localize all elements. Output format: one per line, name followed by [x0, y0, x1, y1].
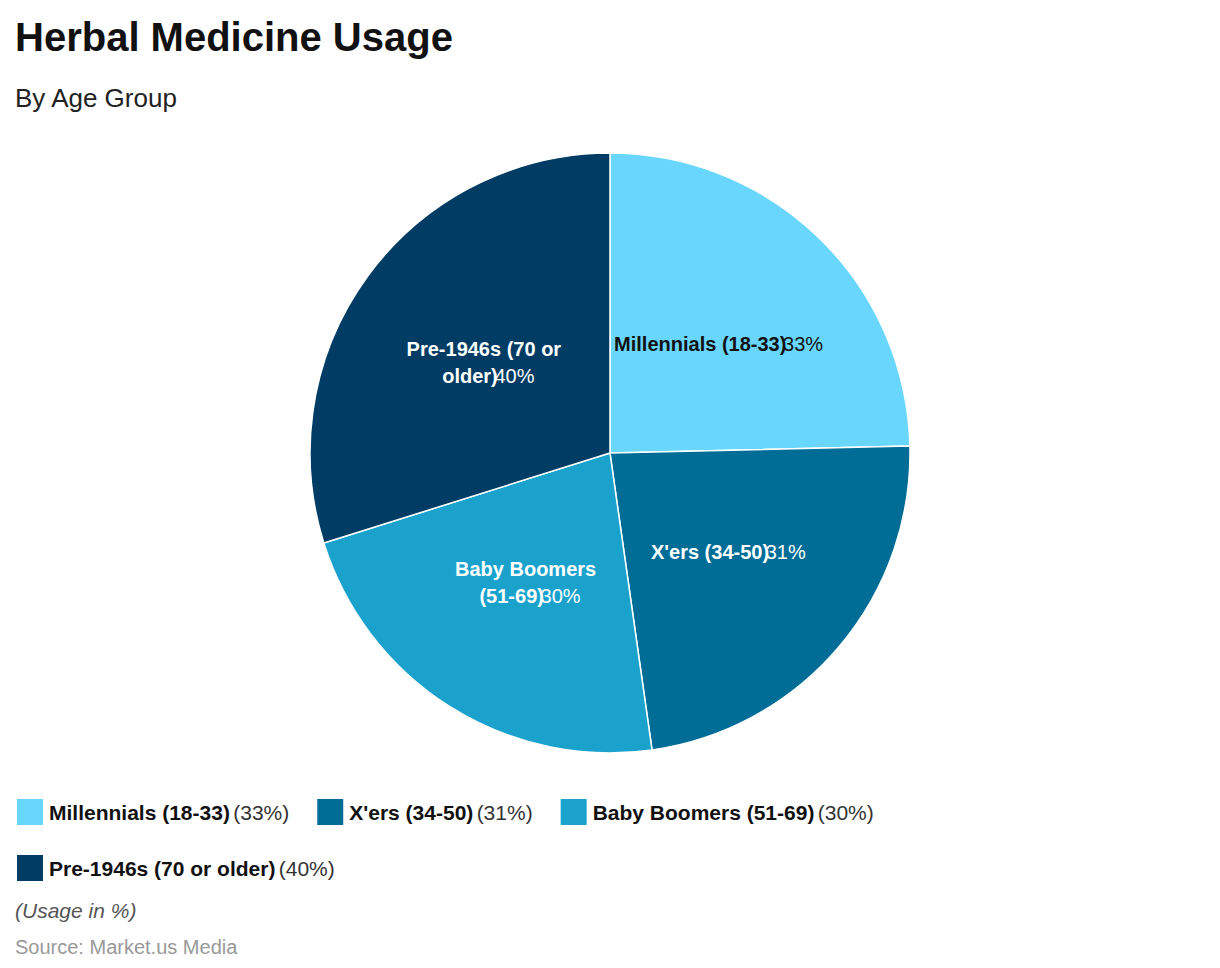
svg-text:(31%): (31%): [477, 801, 533, 824]
svg-text:(40%): (40%): [279, 857, 335, 880]
svg-text:older): older): [442, 365, 498, 387]
svg-text:X'ers (34-50): X'ers (34-50): [349, 801, 473, 824]
svg-text:Source: Market.us Media: Source: Market.us Media: [15, 936, 238, 958]
svg-text:Millennials (18-33): Millennials (18-33): [49, 801, 230, 824]
svg-text:(51-69): (51-69): [479, 585, 543, 607]
svg-text:(33%): (33%): [233, 801, 289, 824]
svg-text:X'ers (34-50): X'ers (34-50): [651, 541, 769, 563]
svg-text:40%: 40%: [494, 365, 534, 387]
svg-text:Millennials (18-33): Millennials (18-33): [614, 333, 786, 355]
svg-text:33%: 33%: [783, 333, 823, 355]
svg-text:31%: 31%: [766, 541, 806, 563]
svg-text:By Age Group: By Age Group: [15, 83, 177, 113]
svg-text:(Usage in %): (Usage in %): [15, 899, 136, 922]
svg-text:Baby Boomers (51-69): Baby Boomers (51-69): [593, 801, 815, 824]
svg-text:(30%): (30%): [818, 801, 874, 824]
svg-text:30%: 30%: [541, 585, 581, 607]
svg-text:Pre-1946s (70 or: Pre-1946s (70 or: [407, 338, 567, 360]
svg-text:Baby Boomers: Baby Boomers: [455, 558, 602, 580]
svg-text:Herbal Medicine Usage: Herbal Medicine Usage: [15, 15, 453, 59]
svg-text:Pre-1946s (70 or older): Pre-1946s (70 or older): [49, 857, 275, 880]
